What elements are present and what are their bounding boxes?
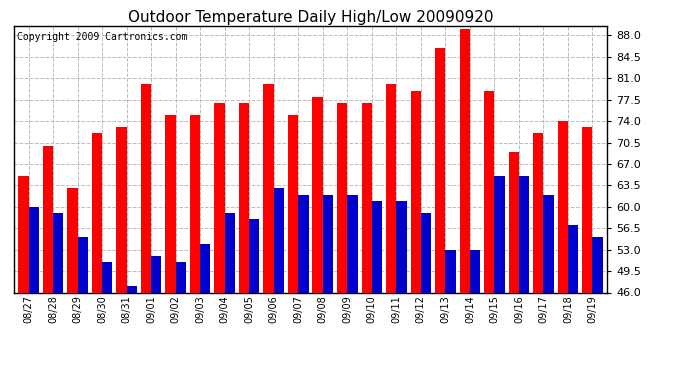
Bar (151, 256, 161, 292)
Bar (396, 201, 406, 292)
Bar (92, 134, 102, 292)
Bar (544, 195, 554, 292)
Bar (190, 115, 200, 292)
Bar (582, 127, 593, 292)
Bar (274, 189, 284, 292)
Bar (53, 213, 63, 292)
Bar (102, 262, 112, 292)
Bar (495, 176, 504, 292)
Bar (18, 176, 28, 292)
Bar (337, 103, 347, 292)
Bar (558, 121, 568, 292)
Bar (519, 176, 529, 292)
Bar (372, 201, 382, 292)
Bar (43, 146, 53, 292)
Text: Copyright 2009 Cartronics.com: Copyright 2009 Cartronics.com (17, 32, 187, 42)
Bar (215, 103, 225, 292)
Bar (411, 90, 421, 292)
Bar (288, 115, 298, 292)
Bar (347, 195, 357, 292)
Bar (117, 127, 126, 292)
Bar (362, 103, 372, 292)
Title: Outdoor Temperature Daily High/Low 20090920: Outdoor Temperature Daily High/Low 20090… (128, 10, 493, 25)
Bar (445, 250, 455, 292)
Bar (484, 90, 495, 292)
Bar (470, 250, 480, 292)
Bar (249, 219, 259, 292)
Bar (568, 225, 578, 292)
Bar (386, 84, 396, 292)
Bar (176, 262, 186, 292)
Bar (239, 103, 249, 292)
Bar (593, 237, 603, 292)
Bar (264, 84, 274, 292)
Bar (67, 189, 77, 292)
Bar (298, 195, 308, 292)
Bar (28, 207, 39, 292)
Bar (421, 213, 431, 292)
Bar (323, 195, 333, 292)
Bar (141, 84, 151, 292)
Bar (126, 286, 137, 292)
Bar (509, 152, 519, 292)
Bar (77, 237, 88, 292)
Bar (225, 213, 235, 292)
Bar (460, 29, 470, 292)
Bar (200, 243, 210, 292)
Bar (533, 134, 544, 292)
Bar (435, 48, 445, 292)
Bar (313, 97, 323, 292)
Bar (166, 115, 176, 292)
